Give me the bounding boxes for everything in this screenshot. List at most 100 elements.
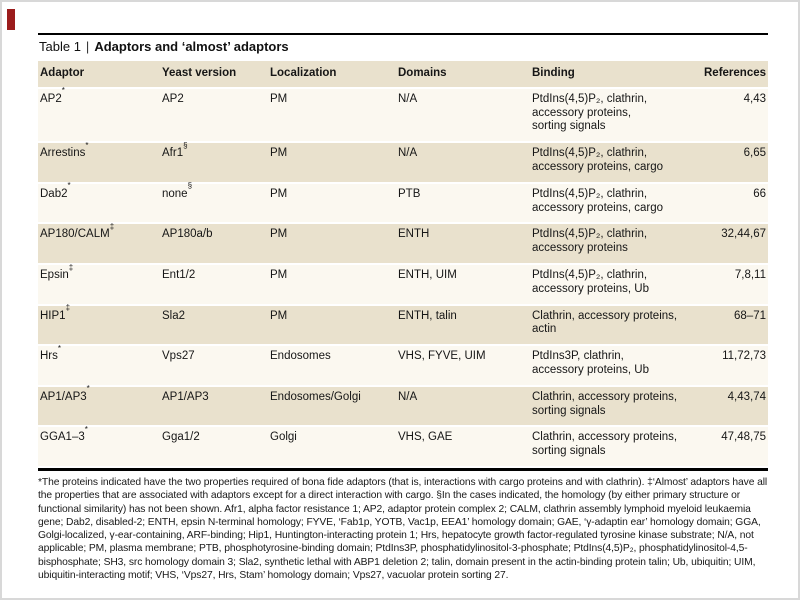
cell-binding: PtdIns(4,5)P₂, clathrin, accessory prote… xyxy=(532,92,648,133)
table-label: Table 1 xyxy=(39,39,81,54)
cell-adaptor: Epsin‡ xyxy=(38,262,160,304)
cell-references: 68–71 xyxy=(734,309,766,322)
cell-yeast-version: AP180a/b xyxy=(160,224,268,263)
adaptor-footnote-symbol: * xyxy=(67,181,71,191)
cell-references: 4,43 xyxy=(743,92,766,105)
table-title-separator: | xyxy=(85,39,90,54)
cell-references: 4,43,74 xyxy=(727,390,766,403)
cell-localization: PM xyxy=(270,187,288,200)
cell-localization: PM xyxy=(270,268,288,281)
cell-references: 11,72,73 xyxy=(722,350,766,363)
cell-adaptor: GGA1–3* xyxy=(38,425,160,466)
adaptor-name: HIP1 xyxy=(40,309,66,322)
cell-adaptor: Hrs* xyxy=(38,343,160,385)
table-title: Table 1 | Adaptors and ‘almost’ adaptors xyxy=(38,35,768,61)
cell-references: 66 xyxy=(753,187,766,200)
yeast-name: Gga1/2 xyxy=(162,431,200,444)
table-row: AP180/CALM‡ AP180a/b PM ENTH PtdIns(4,5)… xyxy=(38,222,768,265)
adaptor-footnote-symbol: * xyxy=(84,425,88,435)
table-body: AP2* AP2 PM N/A PtdIns(4,5)P₂, clathrin,… xyxy=(38,86,768,468)
table-bottom-rule xyxy=(38,467,768,471)
yeast-name: Afr1 xyxy=(162,147,184,160)
yeast-name: Sla2 xyxy=(162,309,186,322)
cell-adaptor: AP180/CALM‡ xyxy=(38,222,160,263)
column-header-yeast-version: Yeast version xyxy=(162,67,237,79)
cell-yeast-version: Sla2 xyxy=(160,306,268,345)
cell-references: 6,65 xyxy=(743,147,766,160)
yeast-name: Vps27 xyxy=(162,350,195,363)
yeast-name: AP180a/b xyxy=(162,228,213,241)
adaptor-footnote-symbol: * xyxy=(57,343,62,353)
adaptor-footnote-symbol: * xyxy=(85,140,89,150)
table-1: Table 1 | Adaptors and ‘almost’ adaptors A… xyxy=(38,33,768,582)
adaptor-footnote-symbol: * xyxy=(86,384,90,394)
cell-adaptor: Arrestins* xyxy=(38,140,160,182)
table-row: HIP1‡ Sla2 PM ENTH, talin Clathrin, acce… xyxy=(38,303,768,347)
cell-yeast-version: Gga1/2 xyxy=(160,427,268,466)
column-header-domains: Domains xyxy=(398,67,447,79)
cell-yeast-version: none§ xyxy=(160,181,268,223)
yeast-footnote-symbol: § xyxy=(183,140,188,150)
cell-localization: Endosomes xyxy=(270,350,331,363)
table-title-text: Adaptors and ‘almost’ adaptors xyxy=(94,39,289,54)
column-header-adaptor: Adaptor xyxy=(40,67,85,79)
yeast-footnote-symbol: § xyxy=(187,181,193,191)
cell-domains: VHS, GAE xyxy=(398,431,453,444)
yeast-name: Ent1/2 xyxy=(162,268,196,281)
cell-localization: PM xyxy=(270,92,288,105)
cell-references: 47,48,75 xyxy=(721,431,766,444)
cell-binding: Clathrin, accessory proteins, sorting si… xyxy=(532,431,678,458)
cell-domains: PTB xyxy=(398,187,421,200)
cell-binding: PtdIns(4,5)P₂, clathrin, accessory prote… xyxy=(532,187,664,214)
cell-domains: N/A xyxy=(398,390,418,403)
cell-yeast-version: Ent1/2 xyxy=(160,265,268,304)
table-top-rule xyxy=(38,33,768,35)
cell-references: 7,8,11 xyxy=(734,268,766,281)
cell-localization: Golgi xyxy=(270,431,297,444)
table-row: Epsin‡ Ent1/2 PM ENTH, UIM PtdIns(4,5)P₂… xyxy=(38,262,768,306)
cell-binding: PtdIns(4,5)P₂, clathrin, accessory prote… xyxy=(532,147,664,173)
column-header-references: References xyxy=(704,67,767,79)
cell-yeast-version: AP1/AP3 xyxy=(160,387,268,426)
cell-domains: ENTH, UIM xyxy=(398,268,457,281)
journal-corner-mark xyxy=(7,9,15,30)
cell-binding: Clathrin, accessory proteins, sorting si… xyxy=(532,390,678,417)
cell-localization: Endosomes/Golgi xyxy=(270,390,361,403)
adaptor-name: Hrs xyxy=(40,350,58,363)
cell-domains: ENTH, talin xyxy=(398,309,457,322)
table-row: AP1/AP3* AP1/AP3 Endosomes/Golgi N/A Cla… xyxy=(38,384,768,428)
column-header-localization: Localization xyxy=(270,67,337,79)
cell-localization: PM xyxy=(270,309,288,322)
cell-binding: PtdIns3P, clathrin, accessory proteins, … xyxy=(532,350,649,376)
adaptor-name: Arrestins xyxy=(40,147,86,160)
cell-domains: N/A xyxy=(398,147,418,160)
adaptor-footnote-symbol: ‡ xyxy=(109,222,115,232)
table-row: Arrestins* Afr1§ PM N/A PtdIns(4,5)P₂, c… xyxy=(38,140,768,184)
yeast-name: none xyxy=(162,187,188,200)
cell-adaptor: AP1/AP3* xyxy=(38,384,160,426)
table-row: AP2* AP2 PM N/A PtdIns(4,5)P₂, clathrin,… xyxy=(38,86,768,144)
adaptor-footnote-symbol: ‡ xyxy=(65,303,71,313)
table-row: Hrs* Vps27 Endosomes VHS, FYVE, UIM PtdI… xyxy=(38,343,768,387)
cell-yeast-version: Afr1§ xyxy=(160,140,268,182)
table-row: Dab2* none§ PM PTB PtdIns(4,5)P₂, clathr… xyxy=(38,181,768,225)
cell-localization: PM xyxy=(270,147,288,160)
adaptor-footnote-symbol: ‡ xyxy=(68,262,74,272)
cell-binding: PtdIns(4,5)P₂, clathrin, accessory prote… xyxy=(532,228,648,255)
adaptor-name: GGA1–3 xyxy=(40,431,85,444)
adaptor-name: Dab2 xyxy=(40,187,68,200)
adaptor-footnote-symbol: * xyxy=(61,86,65,96)
adaptor-name: AP2 xyxy=(40,92,62,105)
yeast-name: AP2 xyxy=(162,92,184,105)
cell-adaptor: Dab2* xyxy=(38,181,160,223)
cell-domains: VHS, FYVE, UIM xyxy=(398,350,486,363)
cell-adaptor: HIP1‡ xyxy=(38,303,160,345)
cell-binding: PtdIns(4,5)P₂, clathrin, accessory prote… xyxy=(532,268,649,295)
cell-adaptor: AP2* xyxy=(38,86,160,141)
cell-domains: N/A xyxy=(398,92,418,105)
table-footnote: *The proteins indicated have the two pro… xyxy=(38,476,768,581)
cell-yeast-version: Vps27 xyxy=(160,346,268,385)
cell-yeast-version: AP2 xyxy=(160,89,268,141)
yeast-name: AP1/AP3 xyxy=(162,390,209,403)
